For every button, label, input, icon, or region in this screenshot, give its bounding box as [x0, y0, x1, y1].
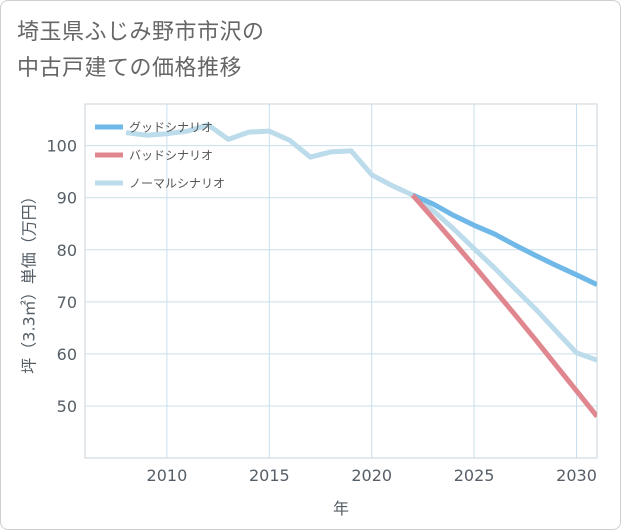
y-axis-ticks: 50 60 70 80 90 100: [46, 137, 77, 416]
legend-label: ノーマルシナリオ: [129, 177, 225, 191]
page-title: 埼玉県ふじみ野市市沢の 中古戸建ての価格推移: [17, 15, 265, 87]
y-tick-label: 60: [57, 345, 77, 364]
y-tick-label: 50: [57, 397, 77, 416]
series-lines: [125, 122, 597, 418]
x-tick-label: 2025: [454, 466, 495, 485]
y-tick-label: 80: [57, 241, 77, 260]
x-axis-ticks: 2010 2015 2020 2025 2030: [147, 466, 597, 485]
grid: [85, 104, 597, 458]
y-axis-title: 坪（3.3㎡）単価（万円）: [20, 188, 39, 373]
y-tick-label: 70: [57, 293, 77, 312]
series-line-0: [411, 192, 597, 287]
x-axis-title: 年: [333, 499, 349, 518]
legend-label: バッドシナリオ: [129, 149, 213, 163]
plot-frame: [84, 103, 598, 459]
x-tick-label: 2020: [351, 466, 392, 485]
x-tick-label: 2010: [147, 466, 188, 485]
y-tick-label: 100: [46, 137, 77, 156]
x-tick-label: 2030: [556, 466, 597, 485]
series-line-1: [410, 193, 597, 418]
y-tick-label: 90: [57, 189, 77, 208]
legend-label: グッドシナリオ: [129, 121, 213, 135]
page-title-line-1: 埼玉県ふじみ野市市沢の: [17, 20, 265, 45]
x-tick-label: 2015: [249, 466, 290, 485]
series-line-2: [125, 122, 597, 363]
page-title-line-2: 中古戸建ての価格推移: [17, 56, 243, 81]
